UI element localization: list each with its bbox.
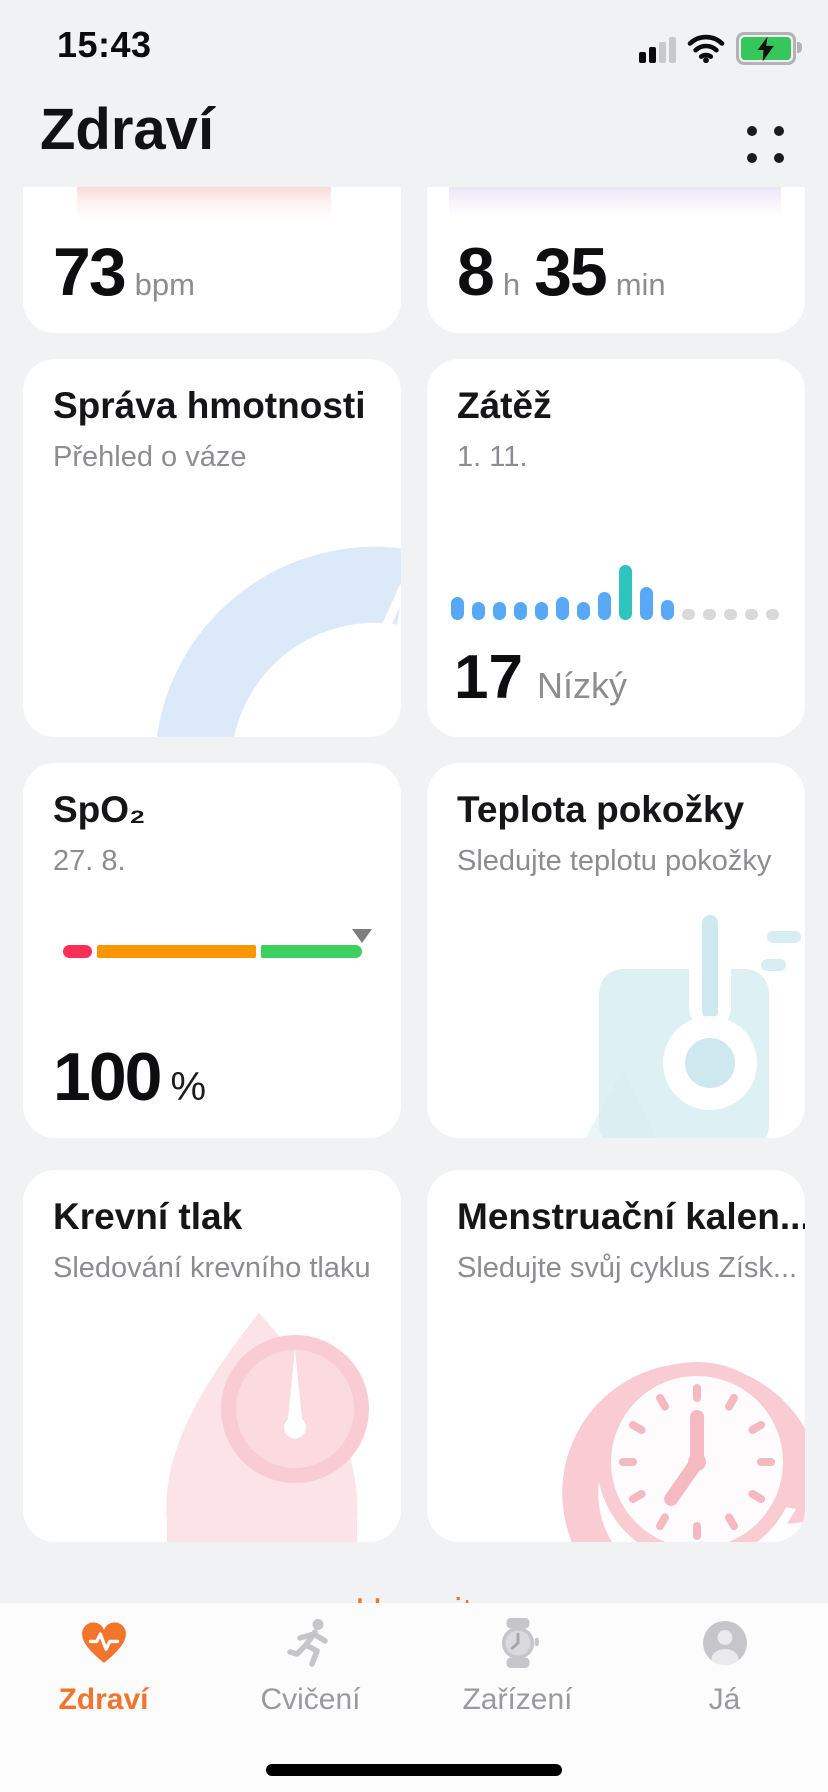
spo2-card-title: SpO₂: [53, 789, 146, 830]
cellular-signal-icon: [639, 35, 676, 63]
menstrual-clock-illustration: [562, 1362, 805, 1542]
blood-pressure-card-subtitle: Sledování krevního tlaku: [53, 1252, 371, 1284]
stress-card-subtitle: 1. 11.: [457, 441, 528, 473]
tab-label: Zdraví: [58, 1683, 149, 1716]
sleep-hours-value: 8: [457, 234, 495, 310]
sleep-minutes-value: 35: [534, 234, 608, 310]
watch-icon: [501, 1618, 539, 1668]
weight-card-subtitle: Přehled o váze: [53, 441, 247, 473]
weight-management-card[interactable]: Správa hmotnosti Přehled o váze: [23, 359, 401, 737]
tab-cviceni[interactable]: Cvičení: [207, 1617, 414, 1717]
heart-icon: [81, 1622, 126, 1663]
weight-scale-illustration: [157, 546, 401, 737]
stress-bar: [514, 602, 527, 620]
stress-bar: [766, 609, 779, 620]
weight-card-title: Správa hmotnosti: [53, 385, 366, 426]
tab-ja[interactable]: Já: [621, 1617, 828, 1717]
status-bar-time: 15:43: [57, 24, 152, 65]
page-title: Zdraví: [40, 97, 215, 162]
spo2-value: 100: [53, 1039, 162, 1115]
sleep-hours-unit: h: [502, 267, 521, 302]
tab-label: Cvičení: [260, 1683, 361, 1716]
status-bar-icons: [639, 32, 802, 65]
stress-bar: [619, 565, 632, 620]
spo2-gauge-segment: [63, 945, 92, 958]
spo2-unit: %: [170, 1065, 207, 1109]
stress-card-title: Zátěž: [457, 385, 552, 426]
stress-bar: [682, 609, 695, 620]
stress-bar: [661, 600, 674, 620]
stress-bar: [724, 609, 737, 620]
stress-bar: [577, 602, 590, 620]
tab-label: Já: [708, 1683, 741, 1716]
stress-level-label: Nízký: [536, 665, 627, 706]
runner-icon: [286, 1619, 328, 1667]
heart-rate-value: 73: [53, 234, 127, 310]
skin-temp-card-subtitle: Sledujte teplotu pokožky: [457, 845, 772, 877]
menstrual-calendar-card[interactable]: Menstruační kalen... Sledujte svůj cyklu…: [427, 1170, 805, 1542]
wifi-icon: [687, 34, 725, 63]
stress-card[interactable]: Zátěž 1. 11. 17 Nízký: [427, 359, 805, 737]
stress-bar: [598, 592, 611, 620]
spo2-card[interactable]: SpO₂ 27. 8. 100 %: [23, 763, 401, 1138]
spo2-gauge-segment: [261, 945, 362, 958]
spo2-card-subtitle: 27. 8.: [53, 845, 126, 877]
stress-bar-chart: [451, 563, 786, 620]
menstrual-card-title: Menstruační kalen...: [457, 1196, 805, 1237]
spo2-gauge-segment: [97, 945, 256, 958]
skin-temperature-card[interactable]: Teplota pokožky Sledujte teplotu pokožky: [427, 763, 805, 1138]
stress-bar: [451, 597, 464, 620]
stress-bar: [745, 609, 758, 620]
person-icon: [702, 1621, 747, 1665]
home-indicator[interactable]: [266, 1764, 562, 1776]
blood-pressure-card[interactable]: Krevní tlak Sledování krevního tlaku: [23, 1170, 401, 1542]
tab-bar: Zdraví Cvičení: [0, 1603, 828, 1792]
heart-rate-unit: bpm: [134, 267, 195, 302]
stress-bar: [535, 602, 548, 620]
stress-bar: [640, 587, 653, 620]
battery-charging-icon: [736, 32, 802, 65]
stress-bar: [472, 602, 485, 620]
sleep-minutes-unit: min: [615, 267, 666, 302]
spo2-gauge: [63, 945, 362, 958]
tab-zarizeni[interactable]: Zařízení: [414, 1617, 621, 1717]
thermometer-illustration: [585, 911, 801, 1138]
stress-bar: [493, 602, 506, 620]
tab-zdravi[interactable]: Zdraví: [0, 1617, 207, 1717]
heart-rate-card[interactable]: 73 bpm: [23, 187, 401, 333]
stress-value: 17: [454, 643, 523, 712]
blood-pressure-card-title: Krevní tlak: [53, 1196, 243, 1237]
stress-bar: [703, 609, 716, 620]
blood-pressure-gauge-illustration: [166, 1313, 369, 1542]
heart-rate-chart-remnant: [77, 187, 331, 221]
sleep-chart-remnant: [449, 187, 781, 218]
sleep-card[interactable]: 8 h 35 min: [427, 187, 805, 333]
menstrual-card-subtitle: Sledujte svůj cyklus Získ...: [457, 1252, 798, 1284]
stress-bar: [556, 597, 569, 620]
skin-temp-card-title: Teplota pokožky: [457, 789, 745, 830]
spo2-marker-icon: [352, 929, 372, 943]
tab-label: Zařízení: [462, 1683, 573, 1716]
grid-menu-icon[interactable]: [747, 126, 787, 166]
